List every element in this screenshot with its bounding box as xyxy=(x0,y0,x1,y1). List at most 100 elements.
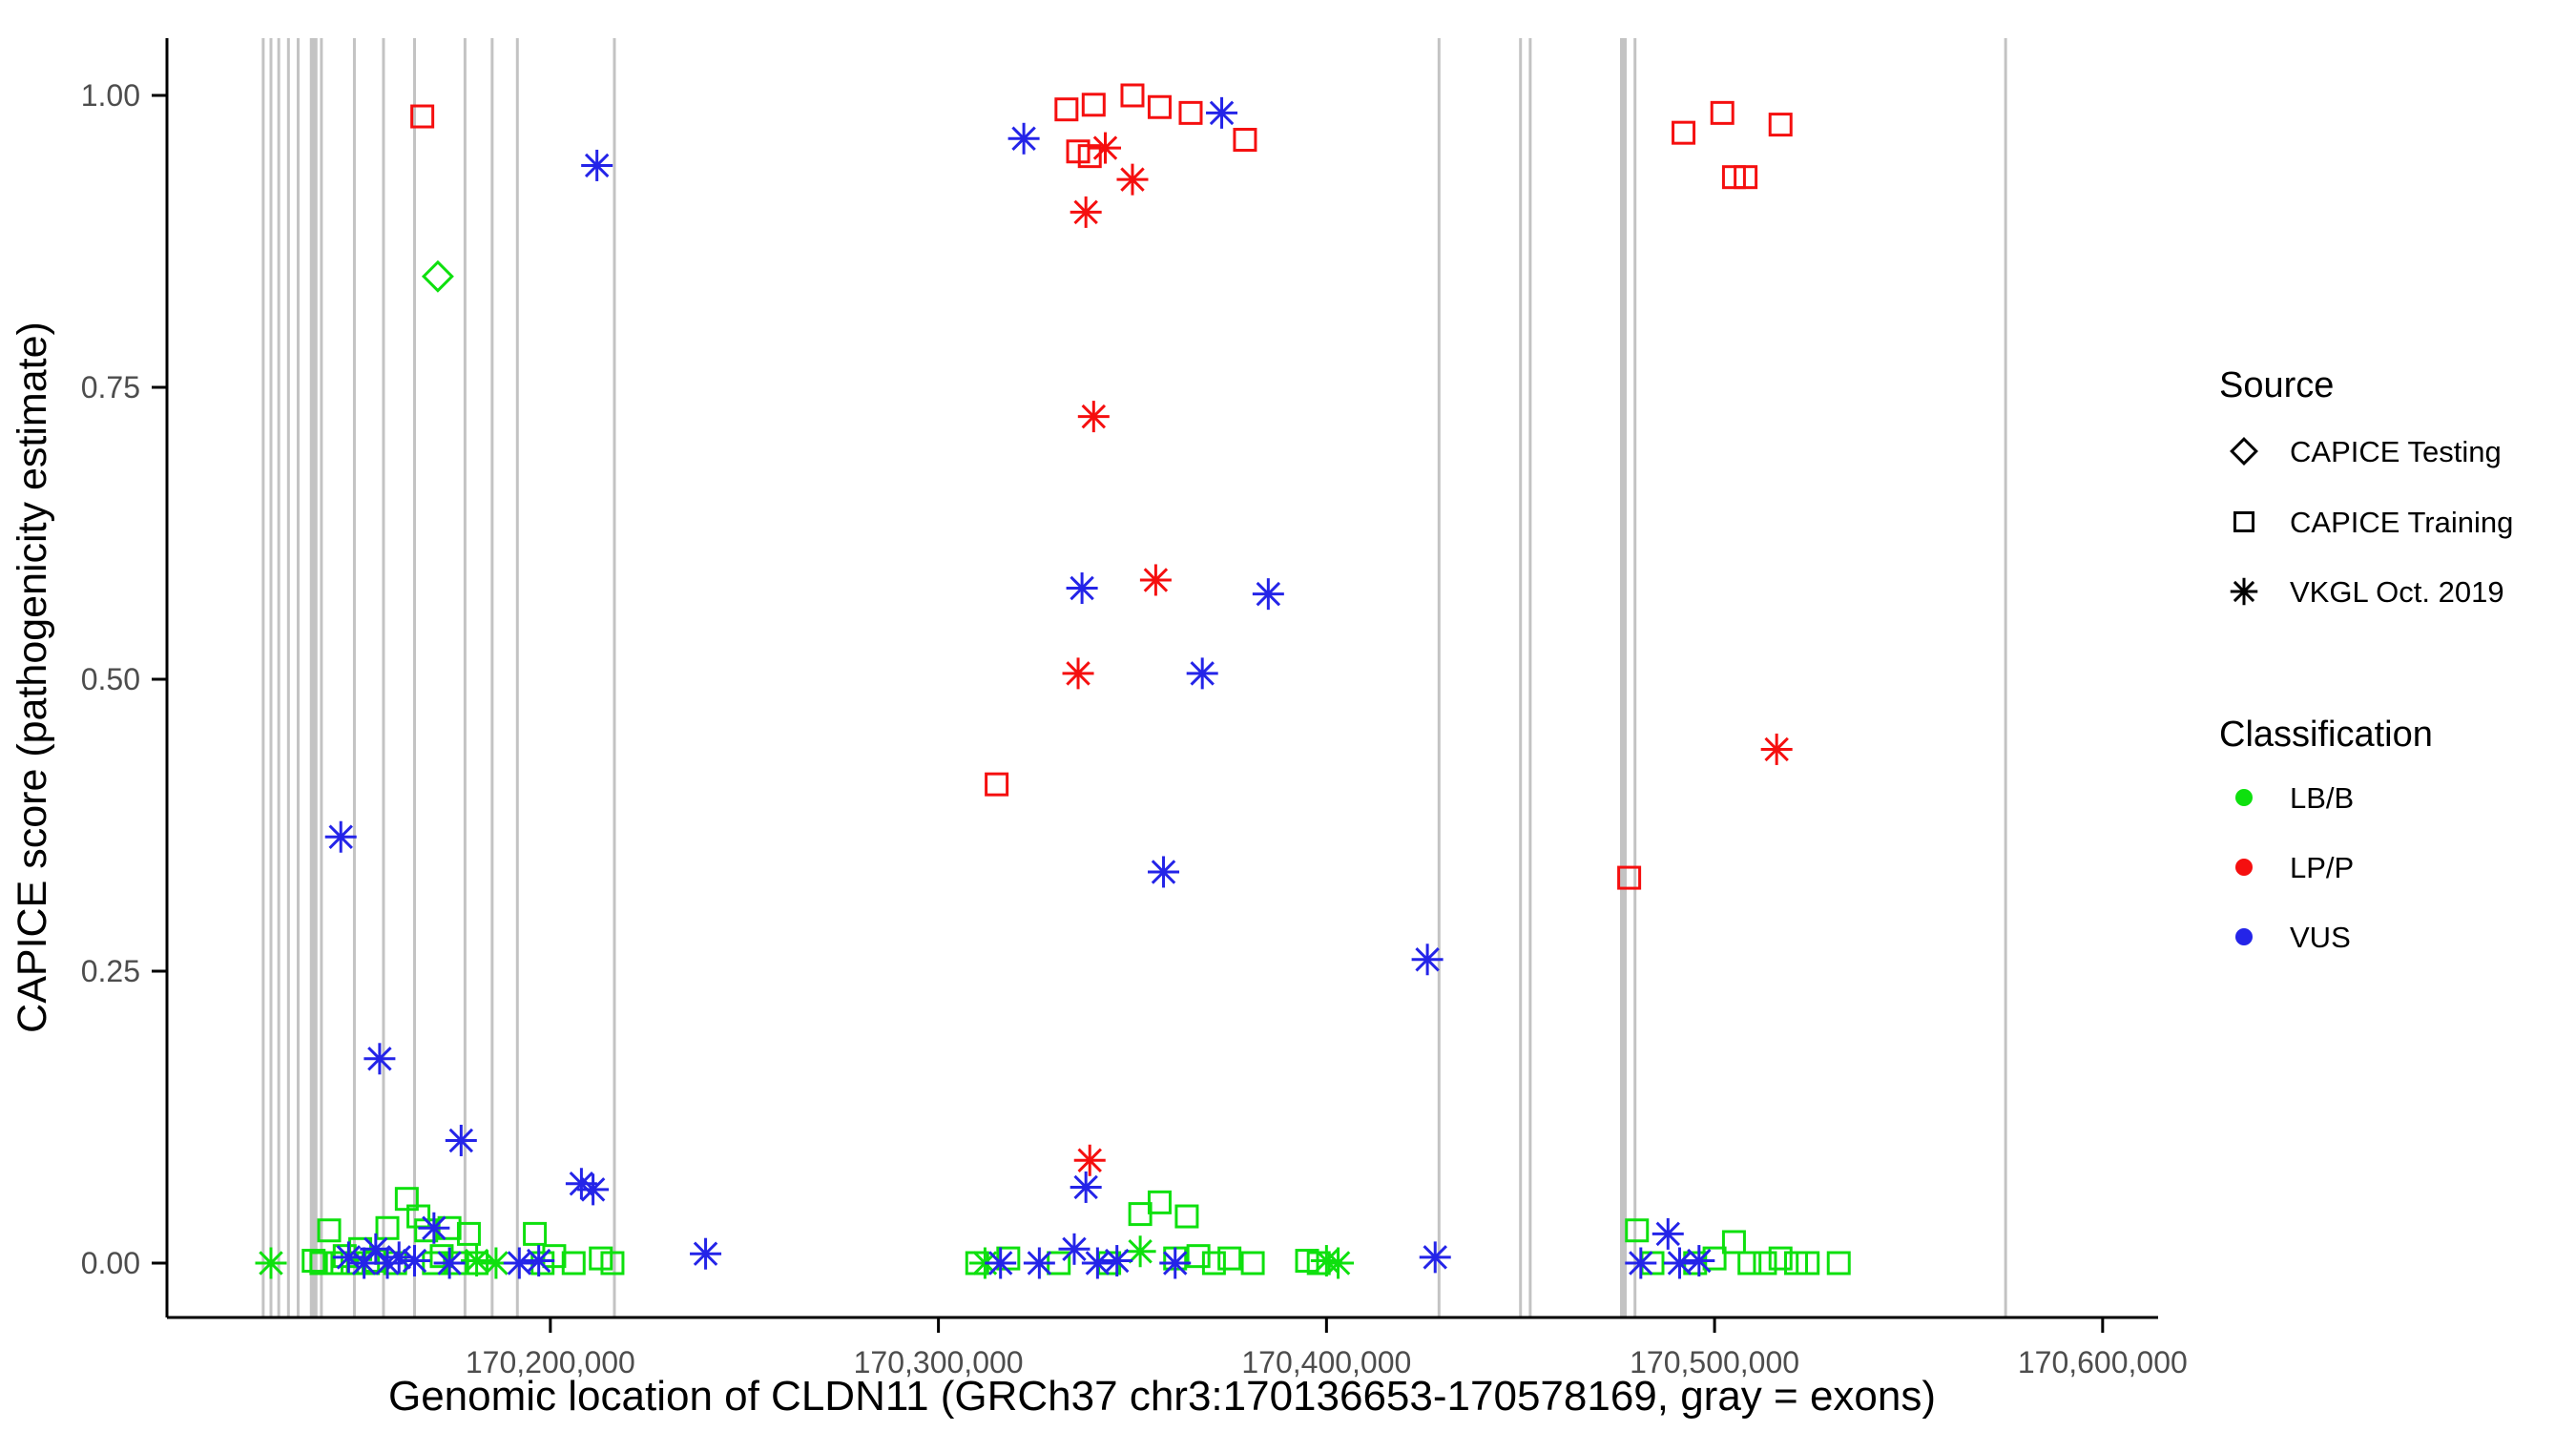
axes: 170,200,000 170,300,000 170,400,000 170,500… xyxy=(81,38,2188,1379)
x-tick-label: 170,600,000 xyxy=(2018,1345,2188,1379)
x-tick-label: 170,400,000 xyxy=(1241,1345,1411,1379)
data-point-asterisk xyxy=(1419,1241,1451,1274)
data-point-square xyxy=(1617,865,1642,890)
data-point-square xyxy=(1625,1218,1650,1243)
data-point-asterisk xyxy=(255,1247,287,1279)
x-axis-title: Genomic location of CLDN11 (GRCh37 chr3:… xyxy=(388,1373,1936,1420)
data-point-asterisk xyxy=(1663,1247,1695,1279)
data-point-square xyxy=(1233,128,1257,153)
data-point-asterisk xyxy=(985,1247,1017,1279)
data-point-asterisk xyxy=(1008,122,1040,155)
data-point-asterisk xyxy=(364,1043,396,1075)
data-point-square xyxy=(1128,1202,1153,1227)
legend-item-label: LB/B xyxy=(2290,781,2354,815)
data-points xyxy=(255,83,1851,1279)
y-axis-title: CAPICE score (pathogenicity estimate) xyxy=(10,321,55,1033)
data-point-asterisk xyxy=(1090,132,1122,164)
data-point-asterisk xyxy=(1252,578,1284,611)
data-point-square xyxy=(456,1221,481,1246)
data-point-square xyxy=(1826,1251,1851,1275)
data-point-asterisk xyxy=(1652,1217,1684,1250)
data-point-square xyxy=(1753,1251,1777,1275)
data-point-square xyxy=(1768,1246,1793,1271)
data-point-square xyxy=(375,1215,400,1240)
y-tick-label: 0.75 xyxy=(81,370,140,404)
data-point-asterisk xyxy=(1081,1247,1113,1279)
data-point-square xyxy=(1702,1246,1727,1271)
legend-item-label: LP/P xyxy=(2290,851,2354,884)
data-point-asterisk xyxy=(577,1173,610,1206)
data-point-asterisk xyxy=(399,1245,431,1277)
data-point-square xyxy=(317,1218,342,1243)
data-point-square xyxy=(1737,1251,1762,1275)
data-point-asterisk xyxy=(1023,1247,1055,1279)
legend-color-dot xyxy=(2235,928,2253,945)
data-point-asterisk xyxy=(1322,1247,1355,1279)
data-point-diamond xyxy=(421,259,454,293)
data-point-asterisk xyxy=(1066,572,1098,605)
data-point-square xyxy=(1186,1244,1211,1269)
data-point-asterisk xyxy=(461,1245,493,1277)
data-point-asterisk xyxy=(503,1247,535,1279)
data-point-square xyxy=(1081,93,1106,117)
data-point-square xyxy=(1734,165,1758,190)
y-tick-label: 1.00 xyxy=(81,78,140,113)
data-point-asterisk xyxy=(433,1247,466,1279)
data-point-square xyxy=(1120,83,1145,108)
data-point-asterisk xyxy=(1124,1235,1156,1268)
data-point-asterisk xyxy=(1077,401,1110,433)
data-point-asterisk xyxy=(1139,564,1172,596)
legend-item-label: CAPICE Testing xyxy=(2290,435,2502,468)
legend-item-label: VUS xyxy=(2290,921,2351,954)
data-point-diamond xyxy=(2230,437,2258,466)
y-tick-label: 0.00 xyxy=(81,1246,140,1280)
data-point-asterisk xyxy=(1760,733,1793,765)
data-point-square xyxy=(429,1244,454,1269)
data-point-asterisk xyxy=(1062,657,1094,690)
data-point-square xyxy=(1217,1246,1242,1271)
data-point-square xyxy=(1796,1251,1820,1275)
data-point-asterisk xyxy=(1186,657,1218,690)
data-point-asterisk xyxy=(480,1247,512,1279)
data-point-asterisk xyxy=(1159,1247,1192,1279)
legend-item-label: VKGL Oct. 2019 xyxy=(2290,575,2504,609)
data-point-square xyxy=(1721,1230,1746,1255)
legend-color-dot xyxy=(2235,859,2253,876)
data-point-asterisk xyxy=(2230,577,2258,606)
data-point-square xyxy=(1768,113,1793,137)
data-point-square xyxy=(1174,1204,1199,1229)
data-point-asterisk xyxy=(1411,944,1444,976)
data-point-asterisk xyxy=(690,1237,722,1270)
data-point-square xyxy=(985,772,1009,797)
data-point-asterisk xyxy=(1070,1171,1102,1203)
data-point-square xyxy=(1054,97,1079,122)
data-point-asterisk xyxy=(1116,163,1149,196)
data-point-square xyxy=(1710,100,1735,125)
legend: CAPICE Testing CAPICE Training VKGL Oct. 2… xyxy=(2230,435,2513,954)
data-point-asterisk xyxy=(1070,196,1102,228)
data-point-square xyxy=(309,1251,334,1275)
legend-item-label: CAPICE Training xyxy=(2290,506,2513,539)
exon-lines xyxy=(261,38,2007,1317)
y-tick-label: 0.50 xyxy=(81,662,140,696)
x-tick-label: 170,500,000 xyxy=(1630,1345,1799,1379)
legend-source-title: Source xyxy=(2219,365,2334,405)
data-point-asterisk xyxy=(1625,1247,1657,1279)
data-point-asterisk xyxy=(1206,96,1238,129)
y-tick-label: 0.25 xyxy=(81,954,140,988)
data-point-asterisk xyxy=(523,1245,555,1277)
legend-classification-title: Classification xyxy=(2219,715,2433,755)
data-point-square xyxy=(1201,1251,1226,1275)
legend-color-dot xyxy=(2235,789,2253,806)
data-point-square xyxy=(1672,120,1696,145)
data-point-square xyxy=(1147,1190,1172,1214)
data-point-asterisk xyxy=(418,1212,450,1244)
data-point-asterisk xyxy=(324,820,357,853)
data-point-asterisk xyxy=(581,149,613,181)
data-point-square xyxy=(1077,144,1102,169)
data-point-asterisk xyxy=(1148,856,1180,888)
data-point-square xyxy=(410,104,435,129)
data-point-asterisk xyxy=(1058,1233,1091,1265)
